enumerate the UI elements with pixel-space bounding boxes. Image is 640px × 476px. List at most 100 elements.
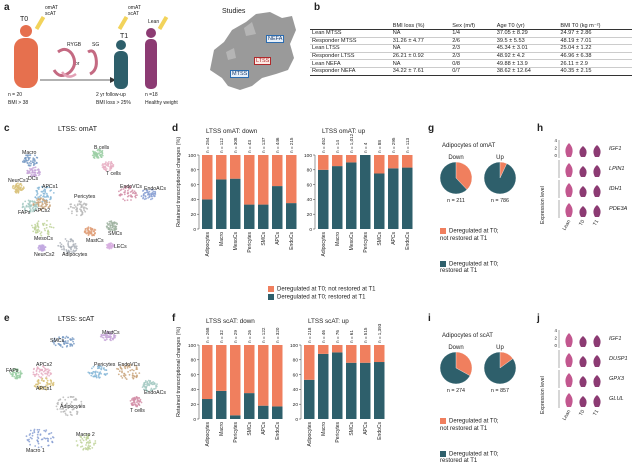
umap-point: [63, 251, 65, 254]
umap-point: [55, 405, 58, 408]
lean-label: Lean: [148, 19, 160, 25]
umap-point: [43, 222, 46, 225]
umap-point: [135, 192, 137, 195]
bar-not-restored: [402, 155, 413, 168]
x-tick-label: Lean: [561, 219, 572, 232]
violin-shape: [565, 143, 573, 157]
umap-point: [11, 370, 14, 373]
umap-point: [91, 367, 93, 370]
chart-title: LTSS scAT: down: [206, 318, 255, 325]
umap-point: [74, 206, 77, 208]
umap-cluster: [21, 154, 39, 167]
umap-cluster-label: Macro 2: [76, 432, 95, 438]
umap-point: [124, 365, 127, 368]
umap-point: [29, 154, 31, 157]
umap-point: [145, 385, 148, 388]
umap-point: [26, 172, 29, 174]
umap-point: [75, 247, 78, 250]
umap-point: [103, 334, 106, 337]
n-label: n = 1,393: [377, 323, 382, 343]
gene-label: DUSP1: [609, 356, 628, 362]
violin-shape: [593, 395, 601, 407]
umap-point: [29, 429, 32, 432]
umap-point: [86, 227, 89, 230]
umap-point: [83, 202, 86, 205]
umap-point: [114, 335, 117, 337]
y-tick-label: 80: [191, 358, 197, 364]
umap-point: [126, 185, 128, 187]
umap-point: [76, 207, 78, 209]
umap-point: [126, 195, 129, 198]
panel-letter: g: [428, 123, 435, 134]
umap-point: [93, 442, 95, 445]
umap-point: [107, 246, 109, 248]
umap-point: [37, 228, 40, 231]
umap-point: [42, 249, 44, 252]
umap-point: [49, 223, 52, 226]
umap-cluster-label: APCs2: [34, 208, 50, 214]
umap-point: [105, 335, 107, 338]
gene-label: IGF1: [609, 336, 621, 342]
umap-point: [57, 403, 59, 406]
umap-point: [136, 194, 138, 196]
umap-point: [144, 380, 147, 382]
umap-point: [36, 187, 39, 189]
umap-cluster: [32, 365, 53, 379]
umap-point: [35, 383, 38, 386]
bar-not-restored: [230, 345, 241, 416]
umap-point: [45, 192, 48, 195]
umap-point: [69, 247, 72, 250]
umap-point: [38, 385, 41, 388]
y-tick-label: 20: [293, 402, 299, 408]
x-tick-label: SMCs: [349, 422, 355, 436]
umap-point: [40, 368, 43, 371]
umap-point: [27, 205, 29, 208]
umap-point: [40, 231, 43, 234]
umap-cluster: [33, 377, 55, 391]
umap-point: [127, 188, 130, 190]
umap-cluster-label: SMCs: [50, 338, 65, 344]
table-cell: 40.35 ± 2.15: [558, 67, 632, 76]
umap-point: [109, 227, 112, 229]
umap-point: [44, 430, 47, 433]
legend-item: Deregulated at T0; not restored at T1: [440, 418, 499, 433]
umap-point: [44, 386, 46, 389]
umap-point: [124, 377, 127, 379]
umap-point: [117, 373, 120, 376]
umap-point: [15, 190, 17, 193]
umap-cluster: [87, 365, 109, 379]
umap-point: [114, 229, 116, 231]
umap-point: [101, 164, 104, 166]
umap-point: [24, 157, 27, 159]
chart-title: LTSS scAT: up: [308, 318, 349, 325]
bar-restored: [360, 362, 371, 419]
legend-label: Deregulated at T0; not restored at T1: [277, 286, 376, 293]
umap-point: [144, 192, 147, 194]
umap-point: [129, 186, 132, 189]
umap-point: [82, 439, 85, 442]
cohort-table: BMI loss (%) Sex (m/f) Age T0 (yr) BMI T…: [310, 22, 632, 76]
x-tick-label: Pericytes: [233, 422, 239, 443]
followup-label: 2 yr follow-up: [96, 92, 126, 98]
umap-point: [109, 336, 112, 339]
umap-point: [36, 439, 39, 442]
umap-point: [99, 376, 101, 379]
gene-label: IDH1: [609, 186, 622, 192]
umap-point: [58, 337, 61, 340]
umap-point: [131, 195, 134, 198]
bar-not-restored: [202, 155, 213, 200]
umap-point: [142, 196, 145, 199]
umap-point: [16, 368, 19, 371]
umap-point: [135, 403, 137, 406]
n-label: n = 43: [247, 140, 252, 153]
y-tick-label: 80: [307, 168, 313, 174]
umap-point: [64, 398, 67, 401]
umap-point: [125, 378, 128, 380]
umap-point: [92, 365, 95, 368]
umap-point: [138, 372, 141, 374]
umap-point: [31, 226, 34, 229]
umap-point: [62, 336, 64, 338]
bar-not-restored: [272, 155, 283, 187]
umap-point: [43, 202, 46, 204]
x-tick-label: Lean: [561, 409, 572, 422]
